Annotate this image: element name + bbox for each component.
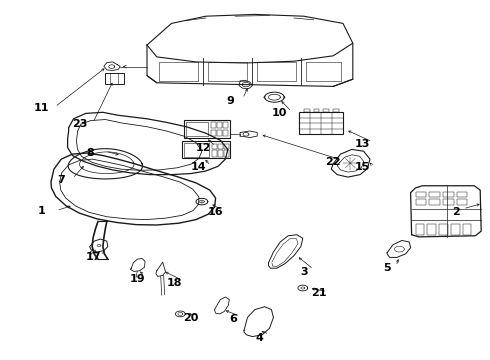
Bar [257, 62, 296, 81]
Text: 21: 21 [311, 288, 326, 298]
Bar [451, 224, 460, 235]
Bar [211, 130, 216, 136]
Text: 17: 17 [85, 252, 101, 262]
Bar [217, 130, 222, 136]
Text: 13: 13 [355, 139, 370, 149]
Bar [304, 109, 310, 112]
Text: 9: 9 [226, 96, 234, 106]
Bar [463, 224, 471, 235]
Bar [218, 144, 223, 149]
Bar [443, 192, 454, 197]
Text: 11: 11 [34, 103, 49, 113]
Text: 14: 14 [191, 162, 206, 172]
Bar [416, 224, 424, 235]
Bar [217, 122, 222, 128]
Bar [306, 62, 341, 81]
Bar [429, 199, 440, 205]
Text: 18: 18 [166, 278, 182, 288]
Bar [208, 62, 247, 81]
Bar [429, 192, 440, 197]
Bar [186, 122, 208, 136]
Bar [333, 109, 339, 112]
Text: 15: 15 [355, 162, 370, 172]
Bar [182, 141, 230, 158]
Bar [439, 224, 448, 235]
Bar [416, 192, 426, 197]
Bar [211, 122, 216, 128]
Text: 1: 1 [38, 206, 46, 216]
Text: 8: 8 [87, 148, 95, 158]
Bar [184, 143, 209, 157]
Text: 19: 19 [129, 274, 145, 284]
Bar [314, 109, 319, 112]
Text: 4: 4 [256, 333, 264, 343]
Bar [212, 144, 217, 149]
Text: 2: 2 [452, 207, 460, 217]
Text: 22: 22 [325, 157, 341, 167]
Bar [443, 199, 454, 205]
Bar [457, 192, 467, 197]
Bar [223, 122, 228, 128]
Bar [223, 130, 228, 136]
Bar [427, 224, 436, 235]
Bar [416, 199, 426, 205]
Text: 20: 20 [183, 312, 199, 323]
Text: 5: 5 [383, 263, 391, 273]
Text: 23: 23 [72, 119, 87, 129]
Text: 16: 16 [208, 207, 223, 217]
Bar [159, 62, 198, 81]
Bar [105, 73, 124, 84]
Text: 10: 10 [271, 108, 287, 118]
Text: 7: 7 [57, 175, 65, 185]
Bar [184, 120, 230, 138]
Bar [299, 112, 343, 134]
Text: 12: 12 [196, 143, 211, 153]
Bar [457, 199, 467, 205]
Bar [212, 150, 217, 157]
Bar [224, 144, 229, 149]
Text: 6: 6 [229, 314, 237, 324]
Bar [224, 150, 229, 157]
Text: 3: 3 [300, 267, 308, 277]
Bar [323, 109, 329, 112]
Bar [218, 150, 223, 157]
